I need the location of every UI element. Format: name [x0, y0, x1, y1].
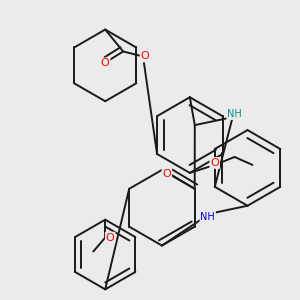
- Text: O: O: [163, 169, 171, 179]
- Text: NH: NH: [227, 109, 242, 119]
- Text: O: O: [101, 58, 110, 68]
- Text: O: O: [106, 232, 115, 243]
- Text: NH: NH: [200, 212, 215, 222]
- Text: O: O: [141, 51, 149, 62]
- Text: O: O: [210, 158, 219, 168]
